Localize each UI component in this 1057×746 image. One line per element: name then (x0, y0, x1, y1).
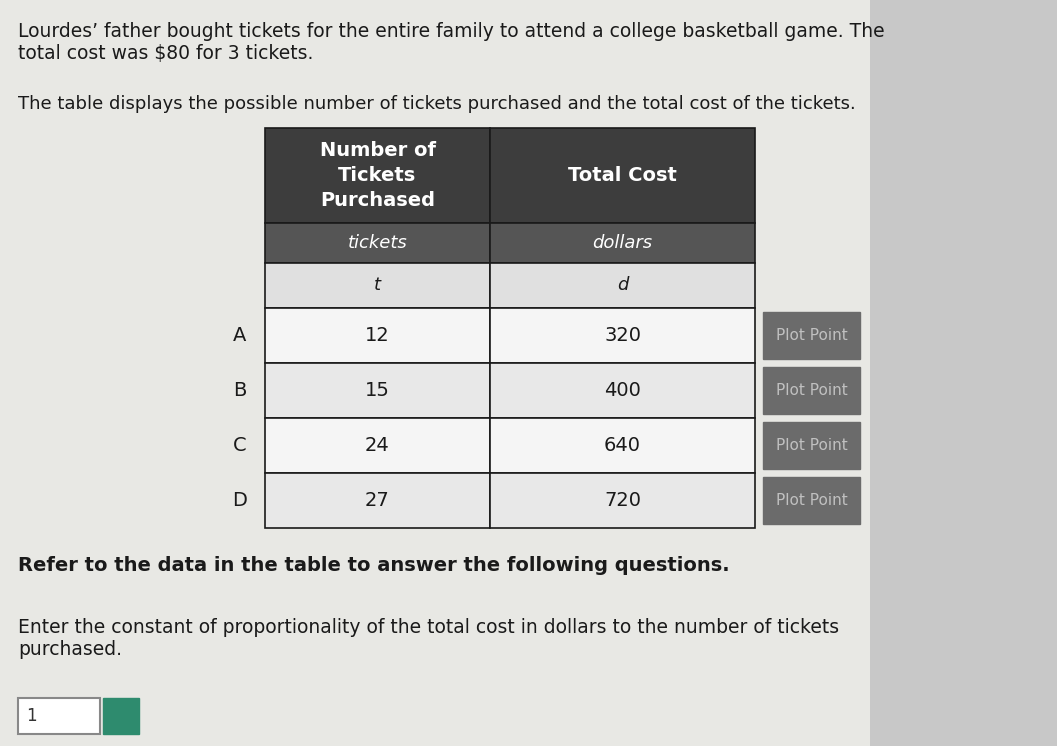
Text: 400: 400 (604, 381, 641, 400)
Text: 320: 320 (604, 326, 641, 345)
Bar (763, 422, 860, 469)
Text: Refer to the data in the table to answer the following questions.: Refer to the data in the table to answer… (18, 556, 729, 575)
Bar (490, 263, 755, 308)
Text: Plot Point: Plot Point (776, 493, 848, 508)
Text: 27: 27 (365, 491, 390, 510)
Text: Total Cost: Total Cost (568, 166, 676, 185)
Text: D: D (233, 491, 247, 510)
Bar (265, 263, 490, 308)
Bar (265, 473, 490, 528)
Text: 12: 12 (365, 326, 390, 345)
Text: 720: 720 (604, 491, 641, 510)
Text: t: t (374, 277, 381, 295)
Bar (265, 223, 490, 263)
Bar (265, 418, 490, 473)
Text: 640: 640 (604, 436, 641, 455)
Bar (265, 363, 490, 418)
Text: C: C (234, 436, 247, 455)
Bar (18, 698, 100, 734)
Bar (265, 128, 490, 223)
Text: Plot Point: Plot Point (776, 383, 848, 398)
Text: A: A (234, 326, 246, 345)
Bar (490, 223, 755, 263)
Text: The table displays the possible number of tickets purchased and the total cost o: The table displays the possible number o… (18, 95, 856, 113)
Bar (0, 0, 870, 746)
Text: d: d (617, 277, 628, 295)
Bar (490, 363, 755, 418)
Bar (265, 308, 490, 363)
Bar (103, 698, 140, 734)
Text: B: B (234, 381, 246, 400)
Text: 24: 24 (365, 436, 390, 455)
Text: 1: 1 (26, 707, 37, 725)
Bar (490, 418, 755, 473)
Text: Plot Point: Plot Point (776, 328, 848, 343)
Bar (490, 308, 755, 363)
Text: 15: 15 (365, 381, 390, 400)
Bar (763, 312, 860, 359)
Text: Enter the constant of proportionality of the total cost in dollars to the number: Enter the constant of proportionality of… (18, 618, 839, 659)
Bar (763, 367, 860, 414)
Text: Lourdes’ father bought tickets for the entire family to attend a college basketb: Lourdes’ father bought tickets for the e… (18, 22, 885, 63)
Text: Plot Point: Plot Point (776, 438, 848, 453)
Bar (490, 473, 755, 528)
Bar (490, 128, 755, 223)
Text: Number of
Tickets
Purchased: Number of Tickets Purchased (319, 141, 435, 210)
Text: dollars: dollars (592, 234, 652, 252)
Text: tickets: tickets (348, 234, 407, 252)
Bar (763, 477, 860, 524)
